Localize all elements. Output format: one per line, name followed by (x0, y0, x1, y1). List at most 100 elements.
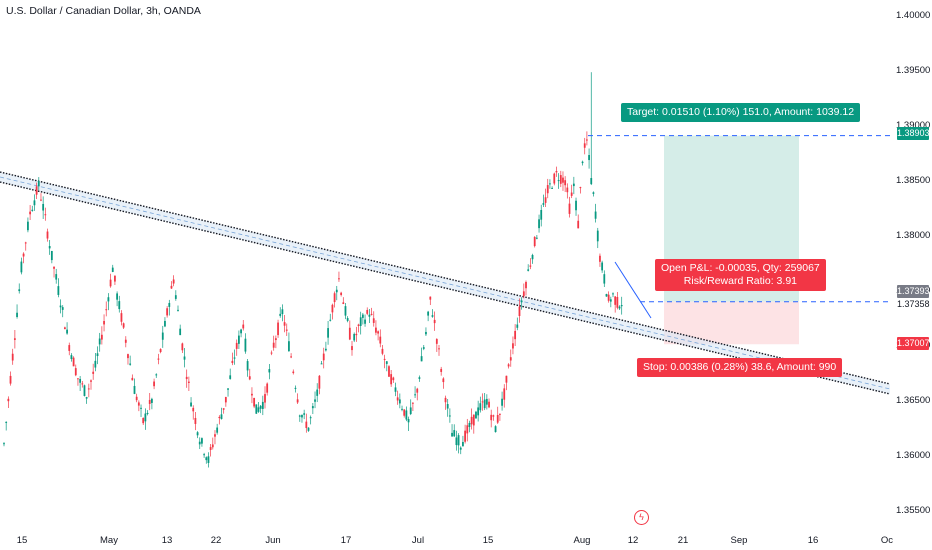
stop-label[interactable]: Stop: 0.00386 (0.28%) 38.6, Amount: 990 (637, 358, 843, 377)
candle-body (479, 403, 482, 411)
candle-body (322, 353, 325, 361)
candle-body (505, 375, 508, 383)
candle-body (503, 388, 506, 400)
x-axis[interactable]: 15 May 13 22 Jun 17 Jul 15 Aug 12 21 Sep 16 Oc (17, 535, 894, 546)
candle-body (529, 265, 532, 267)
candle-body (211, 444, 214, 448)
candle-body (244, 338, 247, 352)
candle-body (442, 378, 445, 383)
candle-body (27, 221, 29, 231)
candle-body (470, 416, 473, 425)
candle-body (607, 294, 610, 301)
candle-body (235, 342, 238, 349)
candle-body (405, 410, 408, 420)
candle-body (325, 348, 327, 351)
candle-body (137, 402, 140, 406)
candle-body (499, 413, 501, 415)
candle-body (44, 214, 47, 216)
candle-body (98, 338, 101, 345)
candle-body (579, 187, 582, 189)
candle-body (586, 139, 588, 141)
candle-body (455, 437, 458, 446)
candle-body (55, 274, 58, 280)
candle-body (481, 401, 484, 403)
candle-body (346, 318, 349, 321)
candle-body (144, 413, 147, 422)
candle-body (581, 161, 584, 164)
candle-body (194, 417, 197, 424)
candle-body (270, 352, 273, 354)
candle-body (135, 396, 138, 401)
candle-body (81, 383, 84, 385)
candle-body (248, 376, 251, 380)
candle-body (59, 305, 62, 308)
candle-body (190, 402, 192, 407)
candle-body (553, 173, 556, 184)
candle-body (403, 409, 406, 416)
candle-body (155, 374, 158, 376)
candle-body (259, 405, 262, 409)
candle-body (166, 308, 169, 316)
candle-body (435, 339, 438, 344)
candle-body (542, 203, 545, 205)
candle-body (407, 419, 410, 423)
candle-body (305, 421, 308, 429)
candle-body (307, 427, 310, 431)
candle-body (11, 353, 14, 361)
candle-body (431, 315, 434, 317)
candle-body (196, 432, 199, 436)
candle-body (488, 401, 490, 408)
x-tick-label: Oc (881, 535, 893, 546)
x-tick-label: Jun (265, 535, 280, 546)
candle-body (396, 397, 399, 401)
x-tick-label: 15 (17, 535, 28, 546)
candle-body (327, 328, 329, 338)
candle-body (605, 294, 608, 297)
candle-body (127, 354, 129, 359)
candle-body (220, 414, 223, 419)
candle-body (281, 309, 284, 315)
candle-body (224, 397, 227, 403)
candle-body (214, 434, 216, 437)
candle-body (559, 175, 562, 184)
candle-body (468, 422, 471, 428)
candle-body (501, 398, 503, 406)
candle-body (572, 183, 575, 187)
candle-body (564, 180, 567, 186)
candle-body (372, 318, 375, 323)
x-tick-label: 22 (211, 535, 222, 546)
candle-body (309, 417, 312, 419)
position-info-label[interactable]: Open P&L: -0.00035, Qty: 259067 Risk/Rew… (655, 259, 826, 291)
candle-body (414, 394, 416, 396)
candle-body (603, 274, 606, 284)
candle-body (131, 377, 134, 381)
candle-body (333, 293, 336, 303)
candle-body (448, 415, 451, 417)
candle-body (335, 289, 338, 293)
trendline-upper[interactable] (0, 171, 891, 385)
candle-body (111, 267, 114, 272)
candle-body (620, 305, 623, 307)
candle-body (383, 358, 386, 360)
candle-body (485, 398, 488, 405)
y-axis[interactable]: 1.400001.395001.390001.385001.380001.375… (896, 10, 930, 516)
candle-body (616, 297, 619, 308)
candle-body (359, 317, 362, 326)
candle-body (566, 187, 569, 193)
x-tick-label: 12 (628, 535, 639, 546)
candle-body (361, 314, 364, 318)
candle-body (451, 432, 453, 437)
candle-body (477, 407, 480, 416)
lightning-icon[interactable]: ϟ (634, 510, 649, 525)
candle-body (272, 342, 275, 348)
trendline-mid (0, 176, 891, 390)
candle-body (466, 425, 469, 434)
candle-body (375, 327, 377, 333)
candle-body (68, 345, 71, 351)
candle-body (37, 181, 40, 187)
candle-body (42, 203, 45, 211)
candle-body (535, 237, 538, 239)
candle-body (496, 415, 499, 423)
candle-body (233, 357, 236, 359)
target-label[interactable]: Target: 0.01510 (1.10%) 151.0, Amount: 1… (621, 103, 861, 122)
